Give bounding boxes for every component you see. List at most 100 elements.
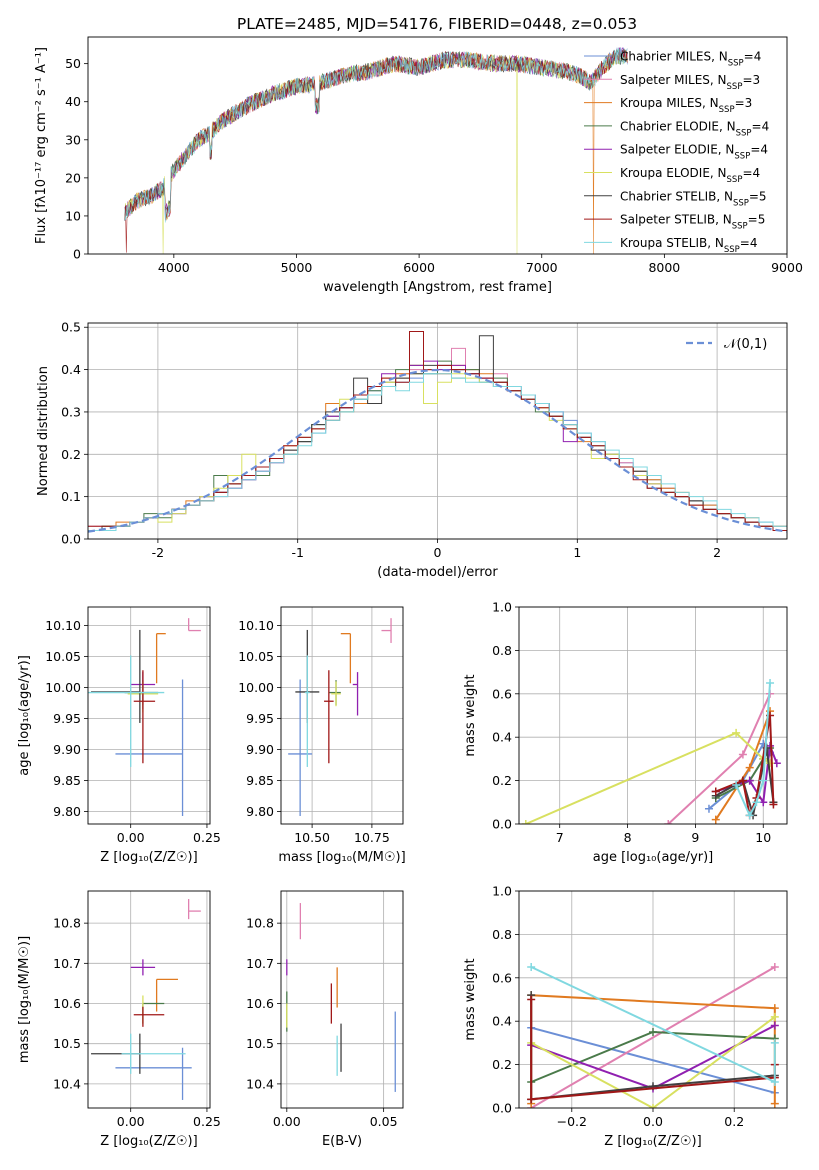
weight-vs-z-ylabel: mass weight — [463, 958, 478, 1040]
weight-vs-age-ytick-label: 0.0 — [492, 817, 512, 832]
weight-vs-z-marker — [649, 1028, 657, 1037]
age-vs-z-ytick-label: 10.00 — [45, 680, 81, 695]
weight-vs-z-xtick-label: 0.2 — [724, 1114, 744, 1129]
spectrum-frame — [87, 36, 788, 255]
weight-vs-age-xtick-label: 7 — [556, 830, 564, 845]
mass-vs-z-frame — [87, 890, 211, 1109]
mass-vs-ebv-frame — [280, 890, 404, 1109]
legend-label: Chabrier MILES, NSSP=4 — [620, 50, 761, 69]
spectrum-plot-area — [124, 46, 628, 254]
weight-vs-age-marker — [759, 776, 768, 785]
weight-vs-age-marker — [711, 787, 720, 796]
weight-vs-z-marker — [649, 1104, 657, 1108]
age-vs-z-ytick-label: 9.95 — [53, 711, 81, 726]
weight-vs-age-marker — [772, 759, 781, 768]
weight-vs-age-marker — [738, 776, 747, 785]
age-vs-z-ytick-label: 9.80 — [53, 804, 81, 819]
spectrum-ytick-label: 0 — [73, 247, 81, 262]
spectrum-xtick-label: 5000 — [281, 260, 313, 275]
age-vs-mass-xlabel: mass [log₁₀(M/M☉)] — [278, 850, 405, 865]
mass-vs-z-ylabel: mass [log₁₀(M/M☉)] — [17, 936, 32, 1063]
mass-vs-z-xtick-label: 0.00 — [117, 1114, 145, 1129]
weight-vs-z-ytick-label: 1.0 — [492, 884, 512, 899]
age-vs-z-xtick-label: 0.00 — [117, 830, 145, 845]
weight-vs-age-ytick-label: 0.6 — [492, 686, 512, 701]
weight-vs-z-ytick-label: 0.2 — [492, 1057, 512, 1072]
residual-hist-salpeter-stelib — [88, 331, 787, 531]
weight-vs-age-xtick-label: 9 — [691, 830, 699, 845]
weight-vs-age-marker — [521, 820, 530, 824]
age-vs-z-ytick-label: 10.10 — [45, 618, 81, 633]
mass-vs-z-ytick-label: 10.5 — [53, 1036, 81, 1051]
weight-vs-age-frame — [518, 606, 788, 825]
weight-vs-age-plot-area — [521, 678, 781, 824]
spectrum-ytick-label: 20 — [65, 170, 81, 185]
weight-vs-z-plot-area — [527, 962, 779, 1108]
weight-vs-z-ytick-label: 0.8 — [492, 927, 512, 942]
spectrum-line-salpeter-stelib — [124, 49, 628, 253]
residuals-plot-area — [88, 331, 787, 533]
age-vs-z-xtick-label: 0.25 — [193, 830, 221, 845]
weight-vs-z-marker — [527, 995, 536, 1004]
residuals-xlabel: (data-model)/error — [377, 565, 498, 580]
residuals-ytick-label: 0.2 — [61, 447, 81, 462]
mass-vs-ebv-xlabel: E(B-V) — [322, 1134, 362, 1149]
mass-vs-z-ytick-label: 10.7 — [53, 956, 81, 971]
residuals-xtick-label: 2 — [713, 545, 721, 560]
plot-layer: 4000 5000 6000 7000 8000 900001020304050wavel… — [17, 36, 803, 1149]
residuals-ytick-label: 0.3 — [61, 404, 81, 419]
residuals-ytick-label: 0.0 — [61, 532, 81, 547]
age-vs-z-frame — [87, 606, 211, 825]
weight-vs-age-marker — [745, 811, 754, 820]
weight-vs-age-ytick-label: 1.0 — [492, 600, 512, 615]
weight-vs-z-marker — [770, 1012, 779, 1021]
mass-vs-z-xlabel: Z [log₁₀(Z/Z☉)] — [100, 1134, 197, 1149]
mass-vs-ebv-ytick-label: 10.8 — [246, 916, 274, 931]
weight-vs-z-marker — [770, 1038, 779, 1047]
weight-vs-age-marker — [732, 780, 741, 789]
spectrum-line-kroupa-elodie — [124, 52, 628, 254]
weight-vs-age-marker — [766, 678, 775, 687]
spectrum-ylabel: Flux [fλ10⁻¹⁷ erg cm⁻² s⁻¹ A⁻¹] — [34, 47, 49, 244]
legend-label: Salpeter STELIB, NSSP=5 — [620, 213, 765, 232]
legend-label: Chabrier ELODIE, NSSP=4 — [620, 119, 769, 138]
residuals-xtick-label: -2 — [152, 545, 164, 560]
weight-vs-z-ytick-label: 0.4 — [492, 1014, 512, 1029]
spectrum-ytick-label: 40 — [65, 94, 81, 109]
mass-vs-z-axes: 0.00 0.25 10.4 10.5 10.6 10.7 10.8 Z [log₁₀(Z/Z… — [17, 890, 221, 1149]
spectrum-line-kroupa-stelib — [124, 47, 628, 223]
weight-vs-age-axes: 7 8 9 10 0.0 0.2 0.4 0.6 0.8 1.0 age [log₁₀(age/yr… — [463, 600, 788, 865]
weight-vs-age-xtick-label: 8 — [624, 830, 632, 845]
spectrum-ytick-label: 10 — [65, 208, 81, 223]
weight-vs-age-ylabel: mass weight — [463, 674, 478, 756]
age-vs-mass-ytick-label: 10.05 — [238, 649, 274, 664]
spectrum-line-kroupa-miles — [124, 49, 628, 254]
spectrum-legend: Chabrier MILES, NSSP=4 Salpeter MILES, NS… — [584, 50, 769, 255]
age-vs-z-xlabel: Z [log₁₀(Z/Z☉)] — [100, 850, 197, 865]
age-vs-z-ylabel: age [log₁₀(age/yr)] — [17, 655, 32, 776]
residuals-ylabel: Normed distribution — [36, 366, 51, 496]
mass-vs-z-ytick-label: 10.4 — [53, 1076, 81, 1091]
weight-vs-age-marker — [664, 820, 673, 824]
age-vs-mass-ytick-label: 9.85 — [246, 773, 274, 788]
age-vs-mass-ytick-label: 9.90 — [246, 742, 274, 757]
weight-vs-z-marker — [770, 1077, 779, 1086]
age-vs-z-ytick-label: 9.85 — [53, 773, 81, 788]
weight-vs-z-marker — [770, 1021, 779, 1030]
mass-vs-ebv-xtick-label: 0.00 — [273, 1114, 301, 1129]
age-vs-mass-frame — [280, 606, 404, 825]
mass-vs-ebv-ytick-label: 10.7 — [246, 956, 274, 971]
weight-vs-age-marker — [704, 804, 713, 813]
residuals-frame — [87, 322, 788, 540]
age-vs-mass-axes: 10.50 10.75 9.80 9.85 9.90 9.95 10.00 10.05 10.1… — [238, 606, 406, 865]
spectrum-xtick-label: 8000 — [648, 260, 680, 275]
weight-vs-z-marker — [770, 962, 779, 971]
residuals-ytick-label: 0.4 — [61, 362, 81, 377]
spectrum-axes: 4000 5000 6000 7000 8000 9000 0 10 20 30 40 50 wavel… — [34, 36, 803, 295]
residuals-ytick-label: 0.1 — [61, 489, 81, 504]
age-vs-mass-plot-area — [288, 618, 392, 816]
age-vs-mass-ytick-label: 9.80 — [246, 804, 274, 819]
age-vs-z-ytick-label: 9.90 — [53, 742, 81, 757]
spectrum-xtick-label: 6000 — [403, 260, 435, 275]
